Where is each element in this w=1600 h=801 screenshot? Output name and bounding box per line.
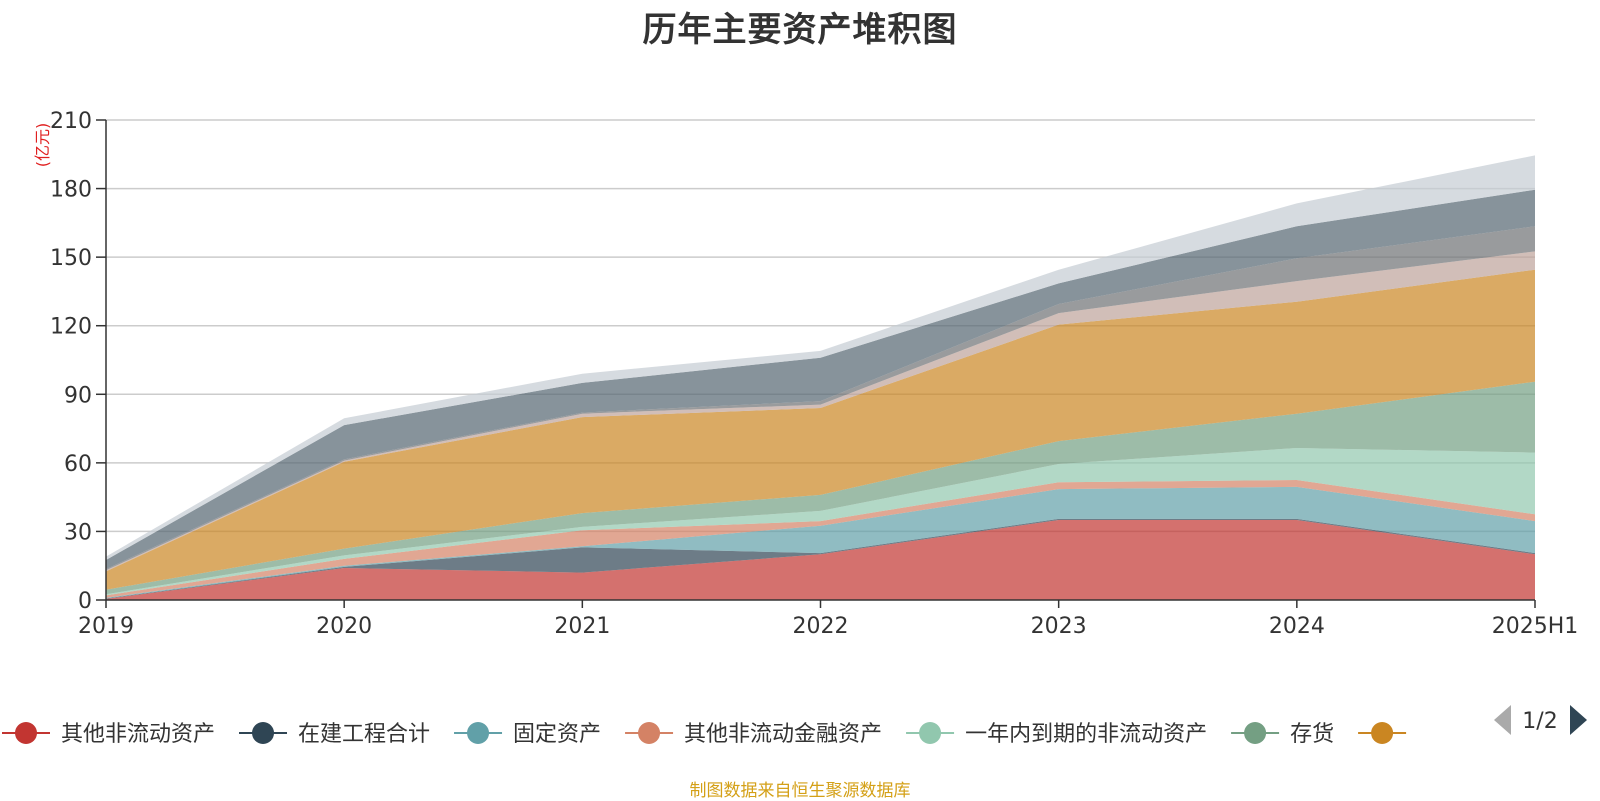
x-tick-label: 2023 (1031, 614, 1087, 639)
legend-marker (919, 722, 942, 744)
legend-label: 存货 (1290, 722, 1334, 747)
legend-item-4[interactable]: 一年内到期的非流动资产 (906, 722, 1207, 747)
legend-label: 在建工程合计 (298, 722, 430, 747)
legend-marker (1244, 722, 1267, 744)
y-tick-label: 120 (50, 315, 92, 340)
area-series-9 (106, 189, 1535, 570)
legend-label: 其他非流动资产 (61, 722, 215, 747)
area-series-0 (106, 520, 1535, 600)
legend-pager: 1/2 (1494, 705, 1587, 735)
y-tick-label: 150 (50, 246, 92, 271)
legend-item-0[interactable]: 其他非流动资产 (2, 722, 215, 747)
y-axis-unit-label: (亿元) (33, 123, 52, 168)
area-series-4 (106, 448, 1535, 596)
area-series-6 (106, 269, 1535, 590)
area-series-10 (106, 155, 1535, 560)
legend-label: 固定资产 (513, 722, 601, 747)
x-tick-label: 2021 (554, 614, 610, 639)
y-tick-label: 210 (50, 109, 92, 134)
x-tick-label: 2020 (316, 614, 372, 639)
legend-item-5[interactable]: 存货 (1231, 722, 1334, 747)
triangle-right-icon[interactable] (1570, 705, 1587, 735)
chart-title: 历年主要资产堆积图 (642, 10, 958, 50)
legend-item-3[interactable]: 其他非流动金融资产 (625, 722, 882, 747)
legend[interactable]: 其他非流动资产 在建工程合计 固定资产 其他非流动金融资产 一年内到期的非流动资产 存货 (2, 722, 1407, 747)
axes: 0 30 60 90 120 150 180 210 2019 2020 2021 2022 2023 2… (50, 109, 1578, 639)
y-tick-label: 0 (78, 589, 92, 614)
legend-marker (467, 722, 490, 744)
legend-item-2[interactable]: 固定资产 (454, 722, 601, 747)
y-tick-label: 90 (64, 383, 92, 408)
x-tick-label: 2022 (793, 614, 849, 639)
area-series-layer (106, 155, 1535, 600)
area-series-7 (106, 251, 1535, 572)
triangle-left-icon[interactable] (1494, 705, 1511, 735)
legend-marker (1371, 722, 1394, 744)
legend-item-1[interactable]: 在建工程合计 (239, 722, 430, 747)
legend-page-indicator: 1/2 (1522, 709, 1557, 734)
area-series-8 (106, 226, 1535, 571)
legend-label: 一年内到期的非流动资产 (965, 722, 1207, 747)
legend-marker (15, 722, 37, 744)
legend-marker (252, 722, 275, 744)
y-tick-label: 60 (64, 452, 92, 477)
y-tick-label: 30 (64, 520, 92, 545)
x-tick-label: 2024 (1269, 614, 1325, 639)
area-series-2 (106, 486, 1535, 599)
legend-label: 其他非流动金融资产 (684, 722, 882, 747)
x-tick-label: 2019 (78, 614, 134, 639)
area-series-5 (106, 381, 1535, 595)
legend-item-6[interactable] (1358, 722, 1407, 744)
x-tick-label: 2025H1 (1492, 614, 1579, 639)
legend-marker (638, 722, 661, 744)
data-source-note: 制图数据来自恒生聚源数据库 (689, 781, 911, 801)
y-tick-label: 180 (50, 178, 92, 203)
